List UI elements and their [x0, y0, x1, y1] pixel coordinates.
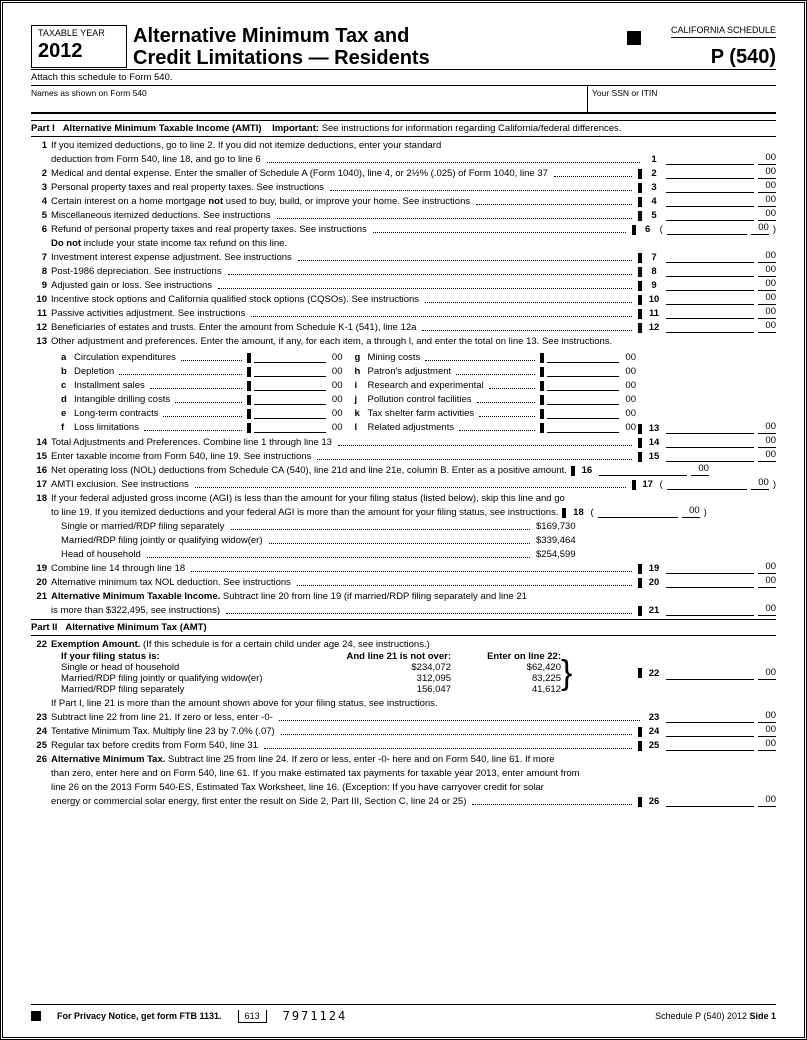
line-20-amount[interactable]	[666, 575, 754, 588]
line-5: 5Miscellaneous itemized deductions. See …	[31, 208, 776, 221]
line-23: 23Subtract line 22 from line 21. If zero…	[31, 710, 776, 723]
line-24: 24Tentative Minimum Tax. Multiply line 2…	[31, 724, 776, 737]
line-15-amount[interactable]	[666, 449, 754, 462]
brace-icon: }	[561, 659, 572, 688]
line-14: 14Total Adjustments and Preferences. Com…	[31, 435, 776, 448]
line-13i-amount[interactable]	[547, 379, 619, 391]
line-26: 26Alternative Minimum Tax. Subtract line…	[31, 752, 776, 765]
line-23-amount[interactable]	[666, 710, 754, 723]
line-13e-amount[interactable]	[254, 407, 326, 419]
line-13k-amount[interactable]	[547, 407, 619, 419]
line-4: 4Certain interest on a home mortgage not…	[31, 194, 776, 207]
line-22: 22Exemption Amount. (If this schedule is…	[31, 637, 776, 650]
line-13l-amount[interactable]	[547, 421, 619, 433]
line-26-amount[interactable]	[666, 794, 754, 807]
line-11: 11Passive activities adjustment. See ins…	[31, 306, 776, 319]
footer: For Privacy Notice, get form FTB 1131. 6…	[31, 1004, 776, 1023]
line-8: 8Post-1986 depreciation. See instruction…	[31, 264, 776, 277]
line-15: 15Enter taxable income from Form 540, li…	[31, 449, 776, 462]
line-6: 6Refund of personal property taxes and r…	[31, 222, 776, 235]
line-7-amount[interactable]	[666, 250, 754, 263]
line-13-subitems: aCirculation expenditures00 bDepletion00…	[61, 349, 776, 434]
line-11-amount[interactable]	[666, 306, 754, 319]
line-16: 16Net operating loss (NOL) deductions fr…	[31, 463, 776, 476]
code-613: 613	[238, 1010, 267, 1023]
line-13c-amount[interactable]	[254, 379, 326, 391]
line-1: 1If you itemized deductions, go to line …	[31, 138, 776, 151]
barcode-number: 7971124	[283, 1009, 348, 1023]
line-13b-amount[interactable]	[254, 365, 326, 377]
form-page: TAXABLE YEAR 2012 Alternative Minimum Ta…	[0, 0, 807, 1040]
line-10-amount[interactable]	[666, 292, 754, 305]
line-4-amount[interactable]	[666, 194, 754, 207]
line-12: 12Beneficiaries of estates and trusts. E…	[31, 320, 776, 333]
line-6-amount[interactable]	[667, 222, 747, 235]
form-title: Alternative Minimum Tax and Credit Limit…	[133, 25, 430, 69]
line-9: 9Adjusted gain or loss. See instructions…	[31, 278, 776, 291]
line-13-amount[interactable]	[666, 421, 754, 434]
line-10: 10Incentive stock options and California…	[31, 292, 776, 305]
line-13a-amount[interactable]	[254, 351, 326, 363]
line-5-amount[interactable]	[666, 208, 754, 221]
line-13f-amount[interactable]	[254, 421, 326, 433]
line-20: 20Alternative minimum tax NOL deduction.…	[31, 575, 776, 588]
privacy-notice: For Privacy Notice, get form FTB 1131.	[57, 1011, 222, 1021]
line-25-amount[interactable]	[666, 738, 754, 751]
taxable-year-label: TAXABLE YEAR	[31, 25, 127, 40]
line-18: 18If your federal adjusted gross income …	[31, 491, 776, 504]
line-21: 21Alternative Minimum Taxable Income. Su…	[31, 589, 776, 602]
line-24-amount[interactable]	[666, 724, 754, 737]
line-21-amount[interactable]	[666, 603, 754, 616]
line-1-amount[interactable]	[666, 152, 754, 165]
names-field[interactable]: Names as shown on Form 540	[31, 86, 587, 112]
footer-square-icon	[31, 1011, 41, 1021]
line-25: 25Regular tax before credits from Form 5…	[31, 738, 776, 751]
line-17-amount[interactable]	[667, 477, 747, 490]
line-7: 7Investment interest expense adjustment.…	[31, 250, 776, 263]
part1-header: Part I Alternative Minimum Taxable Incom…	[31, 120, 776, 137]
line-19: 19Combine line 14 through line 18 1900	[31, 561, 776, 574]
name-ssn-row: Names as shown on Form 540 Your SSN or I…	[31, 86, 776, 114]
marker-square-icon	[627, 31, 641, 45]
line-13: 13Other adjustment and preferences. Ente…	[31, 334, 776, 347]
california-schedule-label: CALIFORNIA SCHEDULE	[671, 25, 776, 38]
line-13d-amount[interactable]	[254, 393, 326, 405]
filing-status-table: If your filing status is:And line 21 is …	[61, 651, 561, 695]
line-18-amount[interactable]	[598, 505, 678, 518]
line-12-amount[interactable]	[666, 320, 754, 333]
part2-header: Part II Alternative Minimum Tax (AMT)	[31, 619, 776, 636]
ssn-field[interactable]: Your SSN or ITIN	[587, 86, 776, 112]
line-17: 17AMTI exclusion. See instructions 17(00…	[31, 477, 776, 490]
line-16-amount[interactable]	[599, 463, 687, 476]
line-2: 2Medical and dental expense. Enter the s…	[31, 166, 776, 179]
line-22-amount[interactable]	[666, 667, 754, 680]
line-3: 3Personal property taxes and real proper…	[31, 180, 776, 193]
line-13j-amount[interactable]	[547, 393, 619, 405]
line-3-amount[interactable]	[666, 180, 754, 193]
attach-note: Attach this schedule to Form 540.	[31, 69, 776, 86]
line-19-amount[interactable]	[666, 561, 754, 574]
line-13g-amount[interactable]	[547, 351, 619, 363]
header: TAXABLE YEAR 2012 Alternative Minimum Ta…	[31, 25, 776, 69]
year: 2012	[31, 40, 127, 68]
form-code: P (540)	[671, 46, 776, 69]
line-8-amount[interactable]	[666, 264, 754, 277]
line-2-amount[interactable]	[666, 166, 754, 179]
line-13h-amount[interactable]	[547, 365, 619, 377]
line-14-amount[interactable]	[666, 435, 754, 448]
line-9-amount[interactable]	[666, 278, 754, 291]
